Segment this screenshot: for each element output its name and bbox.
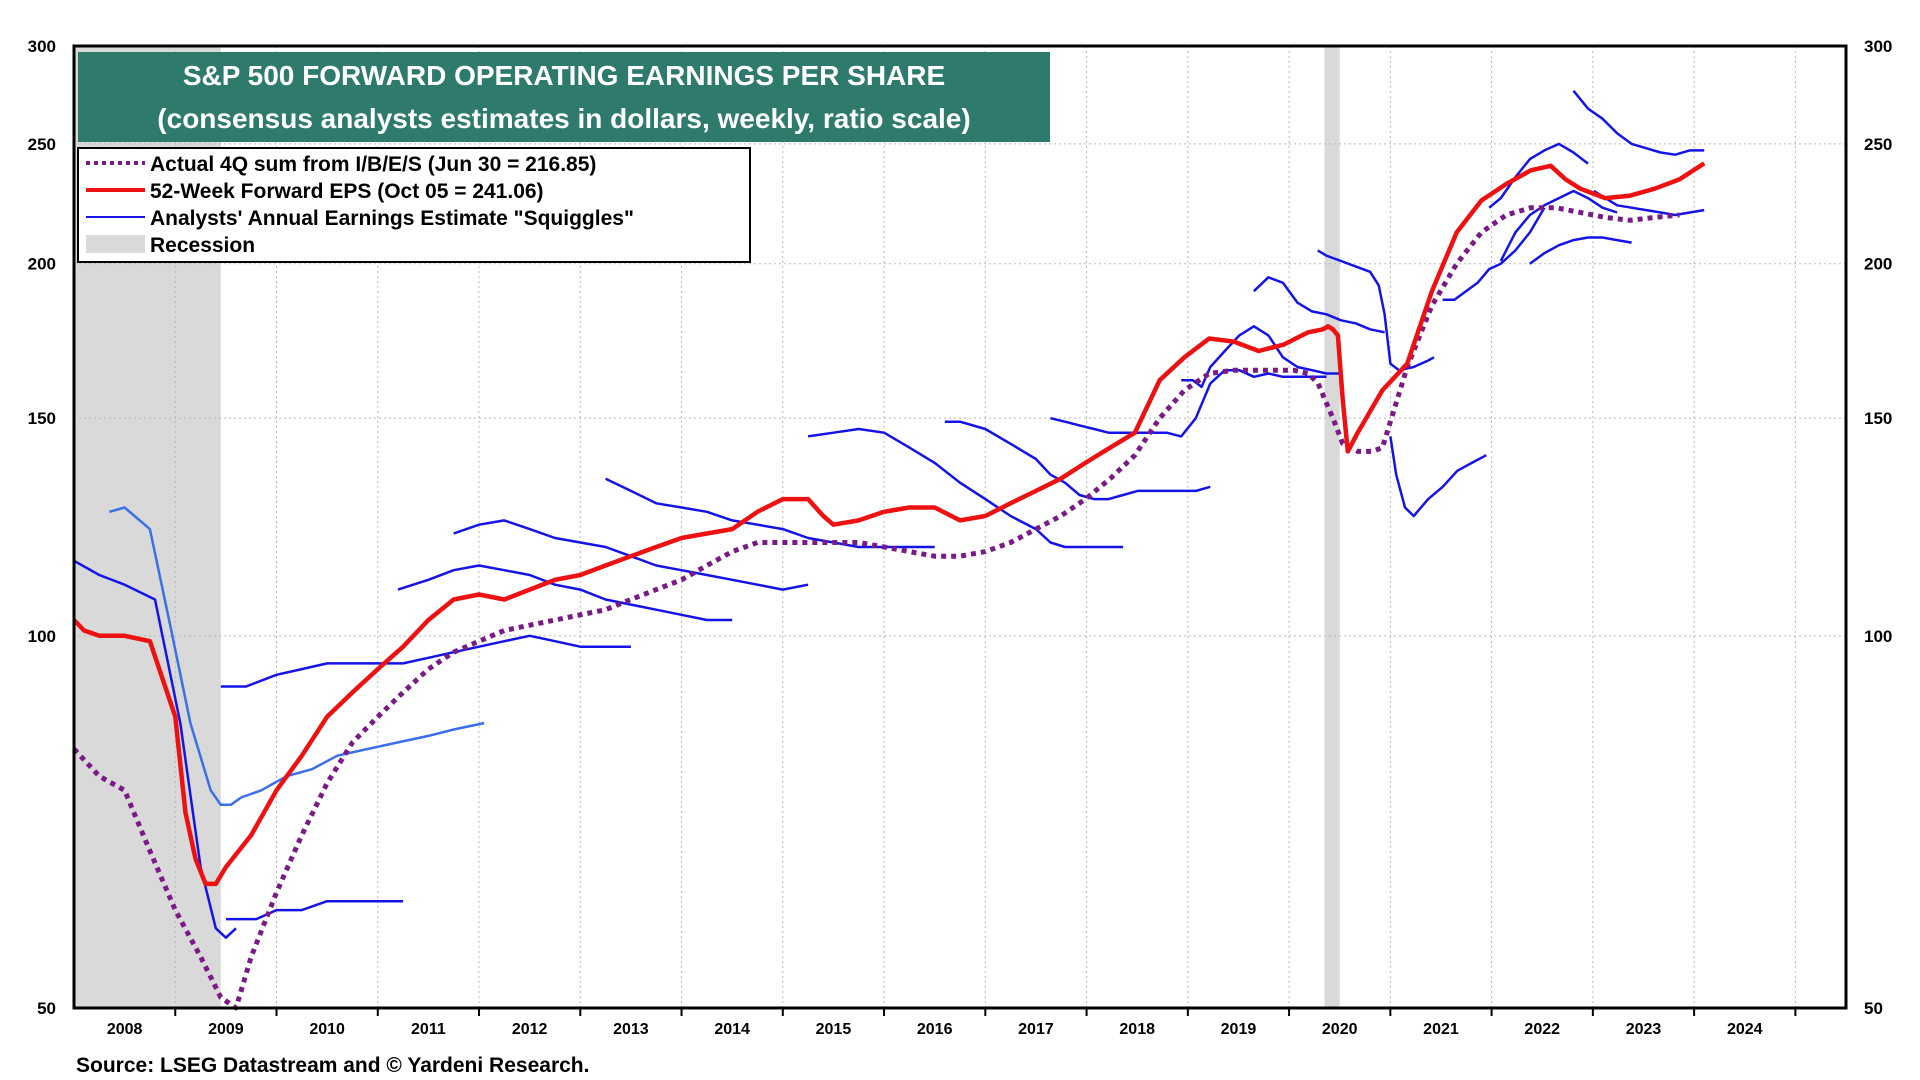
legend-box: [77, 147, 751, 263]
squiggle-line-16: [1488, 142, 1589, 209]
y-tick-left-3: 200: [28, 255, 56, 274]
legend-label-forward: 52-Week Forward EPS (Oct 05 = 241.06): [150, 180, 544, 203]
squiggle-line-14: [1389, 436, 1487, 518]
y-tick-left-5: 300: [28, 37, 56, 56]
x-tick-2013: 2013: [613, 1021, 649, 1038]
y-tick-left-4: 250: [28, 135, 56, 154]
x-tick-2020: 2020: [1322, 1021, 1358, 1038]
title-box: S&P 500 FORWARD OPERATING EARNINGS PER S…: [78, 52, 1050, 142]
y-tick-right-0: 50: [1864, 999, 1883, 1018]
series-line-actual: [72, 205, 1680, 1011]
x-axis: 2008 2009 2010 2011 2012 2013 2014 2015 2016 2017…: [107, 1008, 1797, 1038]
x-tick-2021: 2021: [1423, 1021, 1459, 1038]
squiggle-line-2: [225, 899, 404, 921]
x-tick-2011: 2011: [411, 1021, 446, 1038]
squiggle-line-3: [240, 721, 485, 799]
squiggle-line-5: [397, 564, 733, 622]
x-tick-2017: 2017: [1018, 1021, 1054, 1038]
squiggle-line-19: [1572, 90, 1705, 156]
x-tick-2018: 2018: [1119, 1021, 1155, 1038]
x-tick-2023: 2023: [1626, 1021, 1662, 1038]
x-tick-2014: 2014: [714, 1021, 750, 1038]
legend-label-squiggle: Analysts' Annual Earnings Estimate "Squi…: [150, 207, 634, 230]
y-tick-right-4: 250: [1864, 135, 1892, 154]
legend-swatch-recession: [86, 235, 145, 253]
squiggle-line-13: [1317, 249, 1435, 372]
x-tick-2019: 2019: [1221, 1021, 1257, 1038]
squiggle-line-20: [1593, 189, 1705, 217]
x-tick-2015: 2015: [816, 1021, 852, 1038]
squiggle-line-7: [605, 477, 935, 549]
y-tick-left-1: 100: [28, 627, 56, 646]
plot-frame: [72, 44, 1848, 1010]
squiggle-line-9: [944, 420, 1211, 501]
squiggle-line-10: [1050, 368, 1327, 438]
y-tick-left-2: 150: [28, 409, 56, 428]
legend: Actual 4Q sum from I/B/E/S (Jun 30 = 216…: [77, 147, 751, 263]
x-tick-2009: 2009: [208, 1021, 244, 1038]
y-axis-left: 50 100 150 200 250 300: [28, 37, 56, 1018]
squiggle-line-8: [807, 427, 1124, 549]
squiggle-line-1: [109, 506, 242, 807]
chart-subtitle: (consensus analysts estimates in dollars…: [157, 103, 970, 134]
y-tick-right-3: 200: [1864, 255, 1892, 274]
squiggle-line-4: [220, 634, 631, 688]
squiggle-line-18: [1529, 236, 1632, 265]
squiggle-series: [73, 90, 1705, 939]
squiggle-line-0: [73, 559, 237, 939]
x-tick-2012: 2012: [512, 1021, 548, 1038]
legend-label-recession: Recession: [150, 234, 255, 257]
squiggle-line-15: [1442, 207, 1546, 302]
y-tick-right-5: 300: [1864, 37, 1892, 56]
squiggle-line-12: [1253, 276, 1385, 334]
recession-bar-1: [1324, 46, 1340, 1008]
x-tick-2010: 2010: [309, 1021, 345, 1038]
legend-label-actual: Actual 4Q sum from I/B/E/S (Jun 30 = 216…: [150, 153, 596, 176]
y-tick-left-0: 50: [37, 999, 56, 1018]
source-note: Source: LSEG Datastream and © Yardeni Re…: [76, 1054, 589, 1077]
y-tick-right-1: 100: [1864, 627, 1892, 646]
x-tick-2008: 2008: [107, 1021, 143, 1038]
y-tick-right-2: 150: [1864, 409, 1892, 428]
x-tick-2024: 2024: [1727, 1021, 1763, 1038]
chart-title: S&P 500 FORWARD OPERATING EARNINGS PER S…: [183, 60, 945, 91]
y-axis-right: 50 100 150 200 250 300: [1864, 37, 1892, 1018]
squiggle-line-17: [1499, 189, 1618, 262]
squiggle-line-11: [1181, 325, 1341, 389]
main-series: [72, 161, 1706, 1011]
x-tick-2016: 2016: [917, 1021, 953, 1038]
series-line-forward: [72, 161, 1706, 887]
title-background: [78, 52, 1050, 142]
x-tick-2022: 2022: [1524, 1021, 1560, 1038]
